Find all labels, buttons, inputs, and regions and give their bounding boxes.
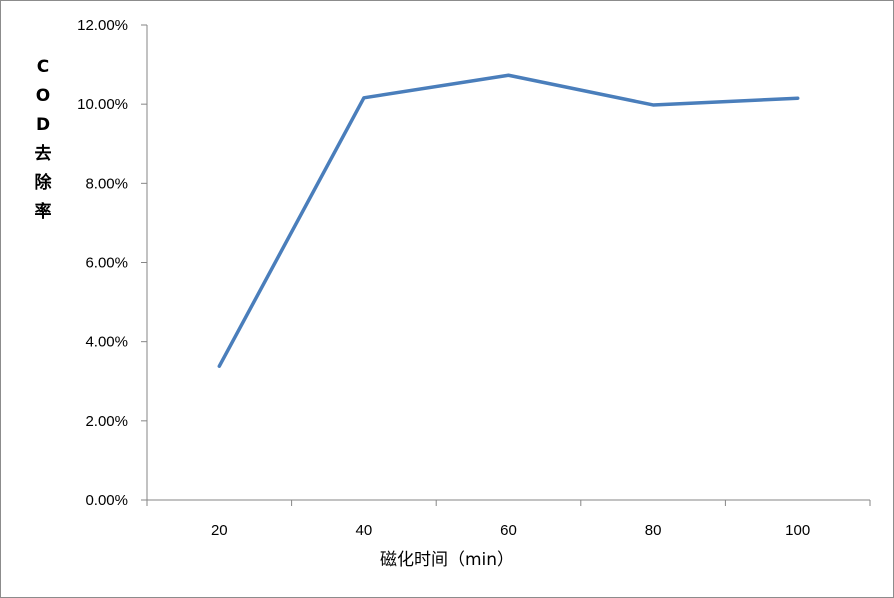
y-tick-label: 0.00% bbox=[85, 492, 128, 509]
x-tick-label: 80 bbox=[645, 522, 662, 539]
x-tick-label: 40 bbox=[356, 522, 373, 539]
y-label-char: O bbox=[35, 86, 51, 106]
y-tick-label: 2.00% bbox=[85, 413, 128, 430]
y-label-char: 除 bbox=[34, 173, 52, 193]
y-tick-label: 10.00% bbox=[77, 96, 128, 113]
y-tick-label: 4.00% bbox=[85, 334, 128, 351]
x-tick-label: 100 bbox=[785, 522, 810, 539]
y-axis-label: C O D 去 除 率 bbox=[31, 53, 55, 227]
x-tick-label: 60 bbox=[500, 522, 517, 539]
y-tick-label: 8.00% bbox=[85, 175, 128, 192]
y-label-char: D bbox=[35, 115, 51, 135]
y-tick-label: 12.00% bbox=[77, 17, 128, 34]
series-line bbox=[217, 73, 800, 368]
y-label-char: 去 bbox=[34, 144, 52, 164]
y-label-char: C bbox=[36, 57, 50, 77]
y-tick-label: 6.00% bbox=[85, 255, 128, 272]
x-axis-label: 磁化时间（min） bbox=[379, 550, 515, 570]
y-label-char: 率 bbox=[34, 202, 52, 222]
x-tick-label: 20 bbox=[211, 522, 228, 539]
